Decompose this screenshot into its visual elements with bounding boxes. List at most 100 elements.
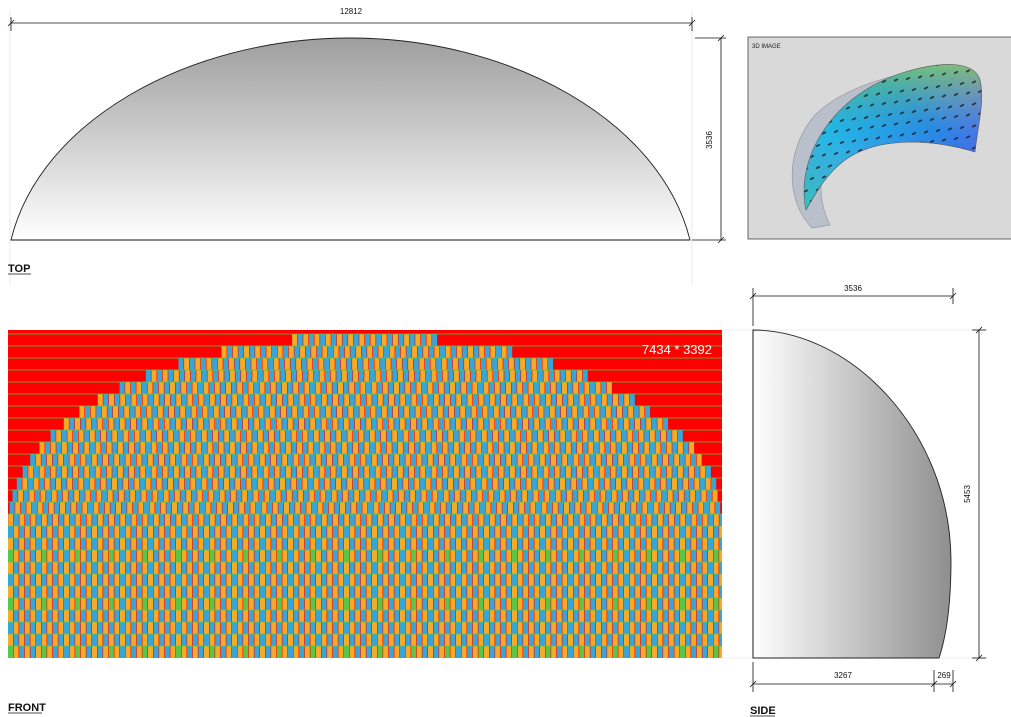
front-tile xyxy=(125,418,131,430)
front-tile xyxy=(220,574,226,586)
front-tile xyxy=(708,550,713,562)
front-tile xyxy=(282,574,288,586)
front-tile xyxy=(426,490,432,502)
front-tile-grid xyxy=(8,333,722,658)
front-tile xyxy=(562,646,568,658)
front-tile xyxy=(685,586,691,598)
petal-dot xyxy=(953,115,959,118)
front-tile xyxy=(400,562,405,574)
front-tile xyxy=(142,454,148,466)
front-tile xyxy=(523,634,529,646)
front-tile xyxy=(393,490,399,502)
front-tile xyxy=(280,466,286,478)
front-tile xyxy=(400,574,405,586)
front-tile xyxy=(327,418,332,430)
front-tile xyxy=(646,574,652,586)
front-tile xyxy=(217,358,223,370)
front-tile xyxy=(575,502,581,514)
front-tile xyxy=(394,634,400,646)
front-tile xyxy=(467,418,472,430)
front-tile xyxy=(209,538,215,550)
front-tile xyxy=(328,346,333,358)
front-tile xyxy=(573,550,579,562)
front-tile xyxy=(229,430,235,442)
front-tile xyxy=(562,538,568,550)
front-tile xyxy=(708,574,713,586)
front-tile xyxy=(685,562,691,574)
front-tile xyxy=(52,454,58,466)
front-tile xyxy=(85,406,90,418)
front-tile xyxy=(333,394,338,406)
front-tile xyxy=(295,502,301,514)
front-tile xyxy=(336,442,342,454)
front-tile xyxy=(125,586,131,598)
front-tile xyxy=(338,646,344,658)
front-tile xyxy=(198,634,204,646)
front-tile xyxy=(398,334,404,346)
front-tile xyxy=(685,514,691,526)
front-tile xyxy=(465,466,471,478)
front-tile xyxy=(568,646,573,658)
front-tile xyxy=(551,622,557,634)
front-tile xyxy=(442,466,448,478)
front-tile xyxy=(30,526,36,538)
front-tile xyxy=(86,418,92,430)
petal-dot xyxy=(887,135,893,138)
front-tile xyxy=(392,430,398,442)
front-tile xyxy=(8,586,13,598)
front-tile xyxy=(36,586,41,598)
front-tile xyxy=(579,454,584,466)
front-tile xyxy=(573,538,579,550)
front-tile xyxy=(427,382,433,394)
front-tile xyxy=(308,478,313,490)
front-tile xyxy=(467,598,473,610)
front-tile xyxy=(551,574,557,586)
front-tile xyxy=(366,382,371,394)
front-tile xyxy=(416,538,422,550)
front-tile xyxy=(232,634,237,646)
front-tile xyxy=(370,334,376,346)
front-tile xyxy=(277,514,282,526)
front-tile xyxy=(36,562,41,574)
front-tile xyxy=(52,610,58,622)
front-tile xyxy=(280,478,285,490)
front-tile xyxy=(691,454,696,466)
front-tile xyxy=(97,526,103,538)
front-tile xyxy=(92,538,97,550)
front-tile xyxy=(181,538,187,550)
front-tile xyxy=(635,610,641,622)
front-tile xyxy=(231,382,237,394)
front-tile xyxy=(316,622,321,634)
front-tile xyxy=(281,490,287,502)
front-tile xyxy=(349,634,355,646)
front-tile xyxy=(523,550,529,562)
front-tile xyxy=(180,406,186,418)
front-tile xyxy=(534,382,539,394)
front-tile xyxy=(456,610,461,622)
front-tile xyxy=(274,442,280,454)
front-tile xyxy=(428,598,433,610)
front-tile xyxy=(327,562,333,574)
front-tile xyxy=(80,610,86,622)
front-tile xyxy=(344,646,349,658)
front-tile xyxy=(221,394,226,406)
front-tile xyxy=(489,562,495,574)
front-tile xyxy=(428,562,433,574)
front-tile xyxy=(618,418,624,430)
front-tile xyxy=(148,622,153,634)
front-tile xyxy=(638,430,644,442)
front-tile xyxy=(473,514,478,526)
front-tile xyxy=(411,538,417,550)
front-tile xyxy=(713,562,719,574)
front-tile xyxy=(663,574,669,586)
petal-dot xyxy=(893,122,899,126)
front-tile xyxy=(607,514,613,526)
front-tile xyxy=(257,430,263,442)
front-tile xyxy=(153,646,159,658)
front-tile xyxy=(153,514,159,526)
front-tile xyxy=(170,634,176,646)
front-tile xyxy=(225,406,230,418)
front-tile xyxy=(366,598,372,610)
front-tile xyxy=(596,634,601,646)
front-tile xyxy=(75,598,81,610)
